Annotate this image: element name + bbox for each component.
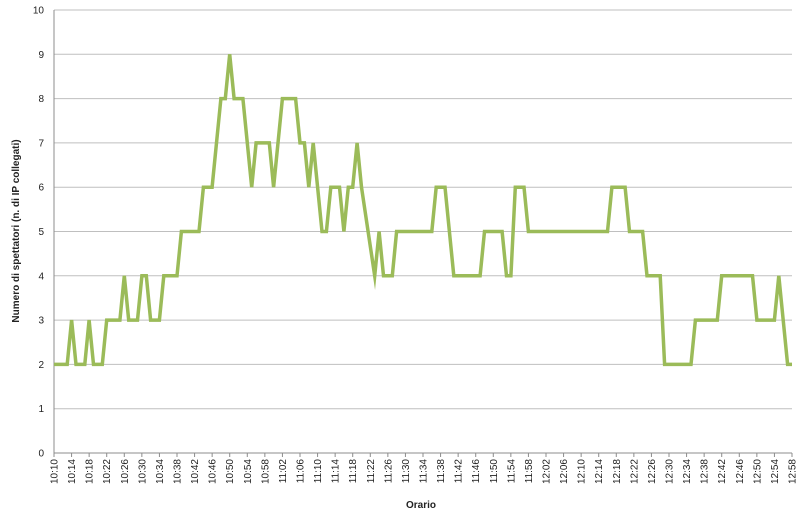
x-tick-label: 10:54 xyxy=(243,459,254,484)
x-tick-label: 12:34 xyxy=(682,459,693,484)
y-tick-label: 10 xyxy=(33,6,45,17)
y-axis-title: Numero di spettatori (n. di IP collegati… xyxy=(11,139,22,322)
y-tick-label: 4 xyxy=(38,271,44,282)
y-tick-labels: 0 1 2 3 4 5 6 7 8 9 10 xyxy=(33,6,45,460)
x-tick-label: 12:46 xyxy=(735,459,746,484)
x-tick-label: 11:50 xyxy=(489,459,500,484)
x-tick-label: 11:22 xyxy=(366,459,377,484)
x-tick-label: 10:14 xyxy=(67,459,78,484)
y-tick-label: 7 xyxy=(38,138,44,149)
x-tick-label: 10:10 xyxy=(50,459,61,484)
x-tick-label: 11:10 xyxy=(313,459,324,484)
x-tick-label: 11:30 xyxy=(401,459,412,484)
x-tick-label: 10:18 xyxy=(85,459,96,484)
x-tick-label: 11:42 xyxy=(454,459,465,484)
x-axis-title: Orario xyxy=(406,500,436,511)
x-tick-label: 11:06 xyxy=(296,459,307,484)
x-tick-label: 12:18 xyxy=(612,459,623,484)
x-tick-label: 10:38 xyxy=(173,459,184,484)
x-tick-label: 12:14 xyxy=(594,459,605,484)
x-tick-label: 11:14 xyxy=(331,459,342,484)
x-tick-label: 12:42 xyxy=(717,459,728,484)
x-tick-label: 10:42 xyxy=(190,459,201,484)
x-tick-label: 10:30 xyxy=(137,459,148,484)
x-tick-label: 12:26 xyxy=(647,459,658,484)
y-tick-label: 8 xyxy=(38,94,44,105)
x-tick-label: 11:26 xyxy=(383,459,394,484)
x-tick-label: 11:46 xyxy=(471,459,482,484)
y-tick-label: 0 xyxy=(38,449,44,460)
x-tick-label: 11:38 xyxy=(436,459,447,484)
x-tick-label: 12:10 xyxy=(577,459,588,484)
x-tick-label: 12:58 xyxy=(788,459,799,484)
x-tick-label: 10:26 xyxy=(120,459,131,484)
x-tick-label: 12:50 xyxy=(752,459,763,484)
x-tick-label: 11:58 xyxy=(524,459,535,484)
x-tick-label: 11:54 xyxy=(506,459,517,484)
x-tick-label: 12:30 xyxy=(665,459,676,484)
x-tick-label: 10:58 xyxy=(260,459,271,484)
x-tick-label: 10:34 xyxy=(155,459,166,484)
y-tick-label: 6 xyxy=(38,183,44,194)
x-tick-label: 11:02 xyxy=(278,459,289,484)
x-tick-label: 12:54 xyxy=(770,459,781,484)
y-tick-label: 3 xyxy=(38,316,44,327)
x-tick-label: 12:06 xyxy=(559,459,570,484)
y-tick-label: 5 xyxy=(38,227,44,238)
series-line-0 xyxy=(54,54,792,367)
x-tick-label: 12:38 xyxy=(700,459,711,484)
x-tick-label: 11:34 xyxy=(419,459,430,484)
x-tick-label: 10:46 xyxy=(208,459,219,484)
x-tick-label: 10:50 xyxy=(225,459,236,484)
x-tick-label: 12:02 xyxy=(542,459,553,484)
x-tick-label: 12:22 xyxy=(629,459,640,484)
x-tick-label: 10:22 xyxy=(102,459,113,484)
y-tick-label: 2 xyxy=(38,360,44,371)
series-layer xyxy=(53,54,793,367)
y-tick-label: 9 xyxy=(38,50,44,61)
x-tick-label: 11:18 xyxy=(348,459,359,484)
x-tick-labels: 10:10 10:14 10:18 10:22 10:26 10:30 10:34 10:38… xyxy=(50,453,799,484)
y-tick-label: 1 xyxy=(38,404,44,415)
